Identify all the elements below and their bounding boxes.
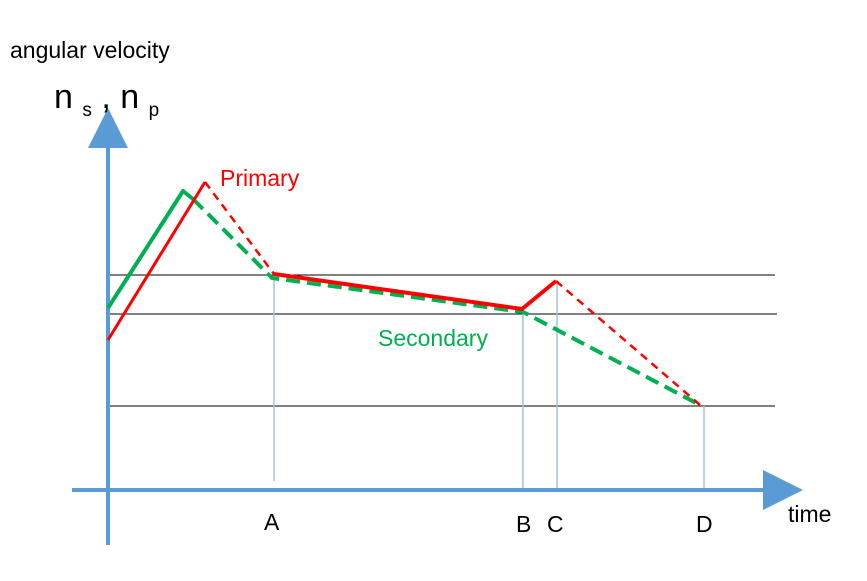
y-symbol-n-secondary: n [54,78,73,116]
time-mark-c: C [547,511,564,537]
secondary-curve-solid [106,189,195,310]
y-symbol-subscript-s: s [82,100,92,121]
primary-curve-dashed-decel [555,280,701,406]
y-symbol-separator: , [101,78,120,116]
x-axis-title: time [788,501,831,527]
primary-curve-dashed-fall [204,181,275,275]
secondary-label: Secondary [378,325,488,351]
primary-label: Primary [220,165,300,191]
y-symbol-subscript-p: p [149,100,160,121]
time-mark-a: A [264,509,280,535]
y-symbol-n-primary: n [120,78,139,116]
time-mark-d: D [696,511,713,537]
primary-curve-solid-rise [106,181,207,341]
y-axis-symbol: n s , n p [54,78,159,124]
time-mark-b: B [516,511,531,537]
y-axis-title: angular velocity [10,37,170,63]
secondary-curve-dashed [191,197,701,407]
primary-curve-solid-plateau [273,272,558,311]
